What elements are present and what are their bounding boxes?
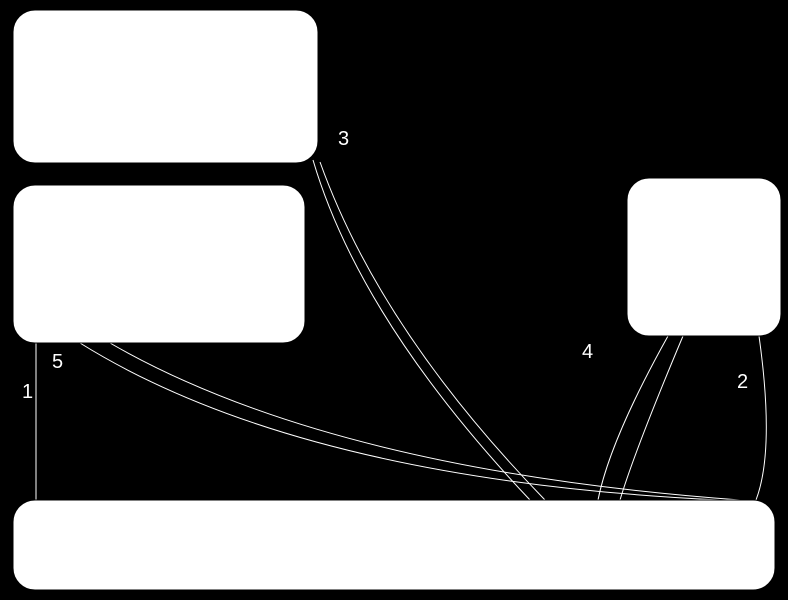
edge-label-5: 5 bbox=[52, 351, 63, 373]
edge-label-2: 2 bbox=[737, 371, 748, 393]
diagram-canvas: 1 2 3 4 5 bbox=[0, 0, 788, 600]
node-1 bbox=[13, 185, 305, 343]
node-3 bbox=[13, 500, 775, 590]
edge-label-1: 1 bbox=[22, 381, 33, 403]
node-2 bbox=[627, 178, 781, 336]
node-0 bbox=[13, 10, 318, 163]
edge-label-4: 4 bbox=[582, 341, 593, 363]
edge-label-3: 3 bbox=[338, 128, 349, 150]
